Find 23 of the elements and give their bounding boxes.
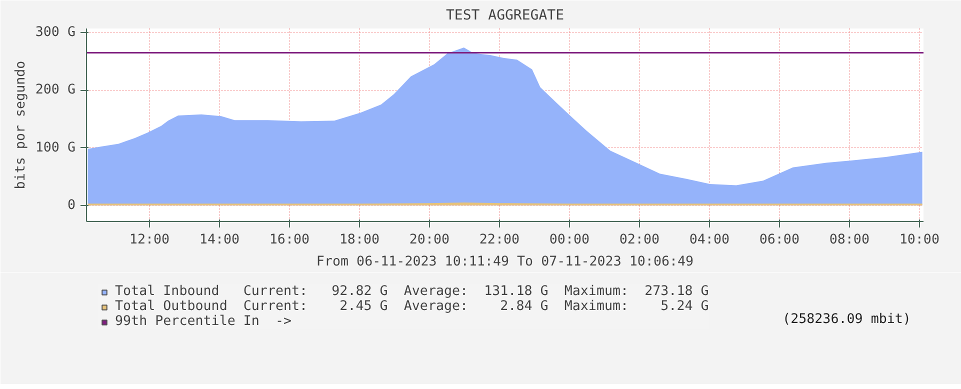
x-tick-label: 08:00 (829, 232, 870, 248)
legend-label: 99th Percentile In -> (115, 314, 292, 329)
y-axis-title: bits por segundo (13, 60, 28, 190)
y-tick-label: 300 G (35, 25, 76, 40)
x-axis-title: From 06-11-2023 10:11:49 To 07-11-2023 10:06:49 (316, 254, 694, 270)
text: (258236.09 mbit) (782, 312, 911, 328)
text: Total Inbound Current: 92.82 G Average: 131.18 G Maximum: 273.18 G (115, 284, 709, 299)
x-tick-label: 22:00 (479, 232, 520, 248)
x-tick-label: 14:00 (199, 232, 240, 248)
x-tick-label: 16:00 (269, 232, 310, 248)
y-tick-label: 200 G (35, 82, 76, 98)
x-tick-label: 00:00 (549, 232, 590, 248)
y-tick-label: 0 (67, 198, 76, 213)
text: Total Outbound Current: 2.45 G Average: 2.84 G Maximum: 5.24 G (115, 299, 709, 314)
chart-title: TEST AGGREGATE (446, 8, 564, 24)
x-tick-label: 12:00 (129, 232, 170, 248)
x-tick-label: 10:00 (899, 232, 940, 248)
x-tick-label: 18:00 (339, 232, 380, 248)
y-tick-label: 100 G (35, 140, 76, 156)
x-tick-label: 02:00 (619, 232, 660, 248)
x-tick-label: 04:00 (689, 232, 730, 248)
x-tick-label: 06:00 (759, 232, 800, 248)
x-tick-label: 20:00 (409, 232, 450, 248)
